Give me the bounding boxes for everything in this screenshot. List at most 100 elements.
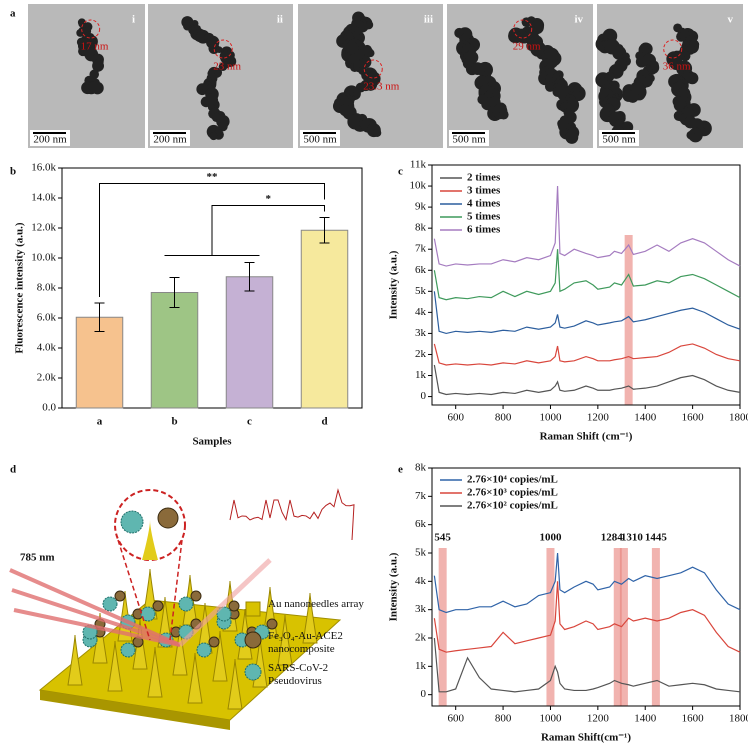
nanoneedle <box>172 624 188 676</box>
highlight-circle <box>81 19 101 39</box>
y-tick-label: 8k <box>415 462 427 474</box>
particle <box>565 130 579 144</box>
legend-icon <box>244 663 262 681</box>
y-tick-label: 8k <box>415 222 427 234</box>
x-tick-label: 1000 <box>539 412 562 424</box>
particle <box>372 128 382 138</box>
y-tick-label: 3k <box>415 327 427 339</box>
image-numeral: v <box>728 14 734 26</box>
particles <box>595 23 712 146</box>
particle <box>686 130 696 140</box>
scatter-beam <box>178 558 272 647</box>
significance-label: * <box>266 193 272 205</box>
x-tick-label: d <box>321 416 327 428</box>
panel-label: a <box>10 8 16 20</box>
highlight-band <box>546 548 555 706</box>
y-tick-label: 4k <box>415 575 427 587</box>
laser-label: 785 nm <box>20 552 55 564</box>
particles <box>76 18 105 95</box>
y-axis-label: Intensity (a.u.) <box>388 552 400 621</box>
x-tick-label: c <box>247 416 252 428</box>
legend-icon <box>244 631 262 649</box>
highlight-band <box>624 235 633 405</box>
laser-beam <box>11 588 181 647</box>
image-numeral: ii <box>277 14 283 26</box>
legend-text: Au nanoneedles array <box>268 598 364 610</box>
nanocomposite <box>208 636 220 648</box>
size-annotation: 23 nm <box>213 61 241 73</box>
y-tick-label: 10k <box>410 180 427 192</box>
x-tick-label: 800 <box>495 412 512 424</box>
y-tick-label: 10.0k <box>31 252 56 264</box>
virus <box>178 596 194 612</box>
x-tick-label: 1200 <box>587 713 610 725</box>
substrate-side <box>40 690 230 730</box>
nanoneedle <box>227 658 243 710</box>
bar <box>300 229 349 409</box>
y-axis-label: Intensity (a.u.) <box>388 250 400 319</box>
image-numeral: iii <box>424 14 433 26</box>
size-annotation: 17 nm <box>81 41 109 53</box>
spectrum-line <box>433 637 741 693</box>
legend-label: 6 times <box>467 224 501 236</box>
x-axis-label: Raman Shift(cm⁻¹) <box>541 732 631 744</box>
y-tick-label: 12.0k <box>31 222 56 234</box>
x-tick-label: 1000 <box>539 713 562 725</box>
band-label: 1000 <box>539 532 562 544</box>
y-tick-label: 0 <box>421 688 427 700</box>
virus <box>102 596 118 612</box>
legend-text: Fe₃O₄-Au-ACE2 nanocomposite <box>268 630 343 655</box>
highlight-band <box>438 548 447 706</box>
y-tick-label: 2.0k <box>37 372 57 384</box>
y-tick-label: 5k <box>415 285 427 297</box>
y-tick-label: 0 <box>421 390 427 402</box>
x-tick-label: 1400 <box>634 713 657 725</box>
x-tick-label: 600 <box>447 713 464 725</box>
highlight-band <box>619 548 628 706</box>
nanoneedle <box>107 640 123 692</box>
y-tick-label: 2k <box>415 348 427 360</box>
significance-bracket <box>211 205 325 256</box>
zoom-lines <box>117 539 183 641</box>
legend-label: 2.76×10⁴ copies/mL <box>467 474 558 486</box>
y-tick-label: 9k <box>415 201 427 213</box>
nanoneedle <box>147 646 163 698</box>
highlight-circle <box>513 19 533 39</box>
panel-label: b <box>10 166 16 178</box>
y-tick-label: 16.0k <box>31 162 56 174</box>
scale-bar-label: 200 nm <box>33 134 67 146</box>
scale-bar-label: 500 nm <box>602 134 636 146</box>
error-bar <box>319 217 330 244</box>
zoom-particle <box>157 507 179 529</box>
band-label: 1284 <box>601 532 624 544</box>
y-tick-label: 3k <box>415 603 427 615</box>
legend-label: 3 times <box>467 185 501 197</box>
nanocomposite <box>152 600 164 612</box>
spectrum-line <box>433 581 741 653</box>
particle <box>348 53 360 64</box>
legend-label: 5 times <box>467 211 501 223</box>
y-axis-label: Fluorescence intensity (a.u.) <box>14 222 26 354</box>
significance-bracket <box>99 183 325 297</box>
x-tick-label: 600 <box>447 412 464 424</box>
particles <box>332 11 382 138</box>
legend-label: 2.76×10³ copies/mL <box>467 487 558 499</box>
zoom-needle <box>142 520 158 560</box>
legend-text: SARS-CoV-2 Pseudovirus <box>268 662 329 687</box>
particles <box>181 16 237 141</box>
plot-frame <box>431 164 741 406</box>
y-tick-label: 8.0k <box>37 282 57 294</box>
virus <box>196 642 212 658</box>
panel-label: e <box>398 464 403 476</box>
scale-bar-label: 500 nm <box>452 134 486 146</box>
y-tick-label: 2k <box>415 632 427 644</box>
legend-label: 4 times <box>467 198 501 210</box>
nanoneedle <box>277 614 293 666</box>
y-tick-label: 11k <box>410 159 427 171</box>
panel-label: c <box>398 166 403 178</box>
spectrum-line <box>433 552 741 614</box>
highlight-circle <box>213 39 233 59</box>
x-tick-label: b <box>171 416 177 428</box>
x-axis-label: Samples <box>192 436 232 448</box>
legend-icon <box>245 601 261 617</box>
